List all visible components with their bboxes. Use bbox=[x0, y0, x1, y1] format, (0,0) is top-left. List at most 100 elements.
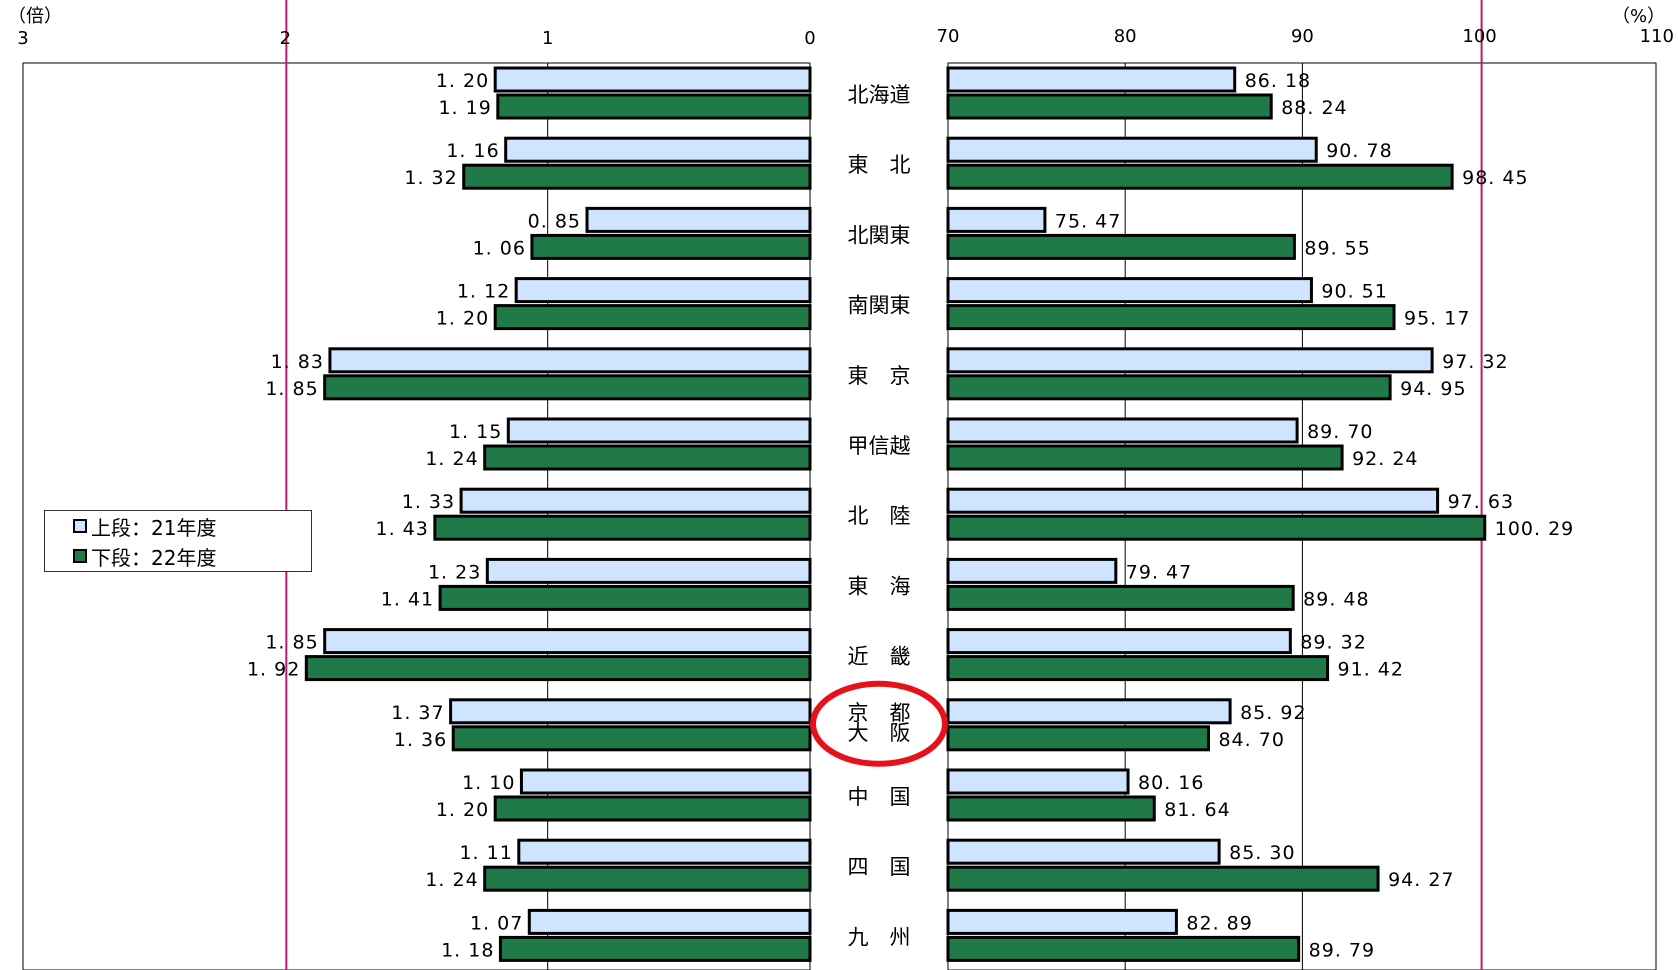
left-bar-21-東-海 bbox=[485, 557, 812, 584]
right-tick-label-100: 100 bbox=[1462, 26, 1496, 47]
left-value-label-21-北-陸: 1. 33 bbox=[402, 491, 455, 513]
left-bar-22-東-海 bbox=[438, 584, 812, 611]
category-label-九-州: 九 州 bbox=[848, 925, 911, 949]
right-tick-label-110: 110 bbox=[1640, 26, 1674, 47]
right-value-label-21-北海道: 86. 18 bbox=[1245, 70, 1311, 92]
right-bar-22-北海道 bbox=[946, 93, 1273, 120]
right-bar-22-東-京 bbox=[946, 374, 1392, 401]
left-bar-22-九-州 bbox=[498, 935, 812, 962]
left-value-label-22-東-北: 1. 32 bbox=[404, 167, 457, 189]
right-bar-22-北関東 bbox=[946, 233, 1296, 260]
left-bar-21-甲信越 bbox=[506, 417, 812, 444]
right-bar-22-九-州 bbox=[946, 935, 1301, 962]
right-bar-22-四-国 bbox=[946, 865, 1380, 892]
right-bar-21-東-京 bbox=[946, 347, 1434, 374]
left-bar-21-南関東 bbox=[514, 277, 812, 304]
right-bar-21-南関東 bbox=[946, 277, 1313, 304]
left-bar-22-北-陸 bbox=[433, 514, 812, 541]
left-bar-21-九-州 bbox=[527, 908, 812, 935]
legend-label-22: 下段：22年度 bbox=[91, 545, 217, 570]
right-tick-label-80: 80 bbox=[1114, 26, 1137, 47]
category-label-北関東: 北関東 bbox=[848, 223, 911, 247]
left-value-label-21-近-畿: 1. 85 bbox=[265, 632, 318, 654]
legend: 上段：21年度 下段：22年度 bbox=[44, 510, 312, 572]
right-bar-21-中-国 bbox=[946, 768, 1130, 795]
right-value-label-22-東-京: 94. 95 bbox=[1400, 378, 1466, 400]
legend-item-22: 下段：22年度 bbox=[73, 543, 217, 570]
left-value-label-22-近-畿: 1. 92 bbox=[247, 659, 300, 681]
left-bar-21-東-北 bbox=[504, 136, 812, 163]
left-value-label-21-北関東: 0. 85 bbox=[528, 210, 581, 232]
left-tick-label-2: 2 bbox=[280, 28, 291, 49]
right-value-label-22-九-州: 89. 79 bbox=[1309, 939, 1375, 961]
right-bar-22-京-都-大-阪 bbox=[946, 725, 1210, 752]
right-value-label-22-近-畿: 91. 42 bbox=[1338, 659, 1404, 681]
right-bar-21-北海道 bbox=[946, 66, 1237, 93]
right-value-label-22-東-北: 98. 45 bbox=[1462, 167, 1528, 189]
right-value-label-21-北関東: 75. 47 bbox=[1055, 210, 1121, 232]
right-bar-21-東-北 bbox=[946, 136, 1318, 163]
left-bar-22-東-北 bbox=[462, 163, 812, 190]
left-bar-21-近-畿 bbox=[323, 628, 812, 655]
right-value-label-21-京-都-大-阪: 85. 92 bbox=[1240, 702, 1306, 724]
left-value-label-21-京-都-大-阪: 1. 37 bbox=[391, 702, 444, 724]
right-value-label-21-東-海: 79. 47 bbox=[1126, 561, 1192, 583]
right-bar-21-北関東 bbox=[946, 206, 1047, 233]
category-label-大-阪: 大 阪 bbox=[848, 721, 911, 745]
left-value-label-22-南関東: 1. 20 bbox=[436, 308, 489, 330]
category-label-甲信越: 甲信越 bbox=[848, 434, 911, 458]
right-value-label-22-南関東: 95. 17 bbox=[1404, 308, 1470, 330]
left-value-label-22-京-都-大-阪: 1. 36 bbox=[394, 729, 447, 751]
category-label-東-海: 東 海 bbox=[848, 574, 911, 598]
left-value-label-22-北関東: 1. 06 bbox=[473, 237, 526, 259]
left-value-label-21-甲信越: 1. 15 bbox=[449, 421, 502, 443]
right-value-label-21-九-州: 82. 89 bbox=[1186, 912, 1252, 934]
right-value-label-22-京-都-大-阪: 84. 70 bbox=[1218, 729, 1284, 751]
left-bar-21-北関東 bbox=[585, 206, 812, 233]
right-value-label-21-東-北: 90. 78 bbox=[1326, 140, 1392, 162]
category-label-近-畿: 近 畿 bbox=[848, 645, 911, 669]
legend-swatch-22 bbox=[73, 549, 87, 563]
right-value-label-21-近-畿: 89. 32 bbox=[1300, 632, 1366, 654]
right-bar-22-甲信越 bbox=[946, 444, 1344, 471]
left-bar-21-北海道 bbox=[493, 66, 812, 93]
left-value-label-22-北海道: 1. 19 bbox=[438, 97, 491, 119]
right-value-label-22-中-国: 81. 64 bbox=[1164, 799, 1230, 821]
highlight-circle bbox=[810, 680, 948, 767]
right-value-label-22-北-陸: 100. 29 bbox=[1495, 518, 1575, 540]
left-tick-label-1: 1 bbox=[542, 28, 553, 49]
right-value-label-21-南関東: 90. 51 bbox=[1321, 281, 1387, 303]
left-value-label-21-南関東: 1. 12 bbox=[457, 281, 510, 303]
left-value-label-21-北海道: 1. 20 bbox=[436, 70, 489, 92]
left-value-label-22-甲信越: 1. 24 bbox=[425, 448, 478, 470]
left-tick-label-0: 0 bbox=[804, 28, 815, 49]
right-bar-22-近-畿 bbox=[946, 655, 1330, 682]
left-bar-21-四-国 bbox=[517, 838, 812, 865]
right-bar-22-中-国 bbox=[946, 795, 1156, 822]
left-value-label-22-四-国: 1. 24 bbox=[425, 869, 478, 891]
left-bar-22-東-京 bbox=[323, 374, 812, 401]
left-value-label-22-北-陸: 1. 43 bbox=[376, 518, 429, 540]
left-bar-21-中-国 bbox=[519, 768, 812, 795]
right-bar-21-甲信越 bbox=[946, 417, 1299, 444]
left-value-label-21-東-北: 1. 16 bbox=[446, 140, 499, 162]
right-bar-21-京-都-大-阪 bbox=[946, 698, 1232, 725]
left-value-label-21-東-海: 1. 23 bbox=[428, 561, 481, 583]
right-value-label-22-甲信越: 92. 24 bbox=[1352, 448, 1418, 470]
left-value-label-21-東-京: 1. 83 bbox=[271, 351, 324, 373]
legend-swatch-21 bbox=[73, 519, 87, 533]
category-label-中-国: 中 国 bbox=[848, 785, 911, 809]
legend-item-21: 上段：21年度 bbox=[73, 513, 217, 540]
left-value-label-21-中-国: 1. 10 bbox=[462, 772, 515, 794]
left-value-label-22-東-京: 1. 85 bbox=[265, 378, 318, 400]
left-bar-22-近-畿 bbox=[304, 655, 812, 682]
right-unit-label: （%） bbox=[1612, 6, 1665, 27]
left-bar-21-京-都-大-阪 bbox=[449, 698, 812, 725]
right-value-label-22-北海道: 88. 24 bbox=[1281, 97, 1347, 119]
right-value-label-21-甲信越: 89. 70 bbox=[1307, 421, 1373, 443]
left-bar-22-甲信越 bbox=[483, 444, 812, 471]
legend-label-21: 上段：21年度 bbox=[91, 515, 217, 540]
left-value-label-21-九-州: 1. 07 bbox=[470, 912, 523, 934]
right-value-label-22-四-国: 94. 27 bbox=[1388, 869, 1454, 891]
